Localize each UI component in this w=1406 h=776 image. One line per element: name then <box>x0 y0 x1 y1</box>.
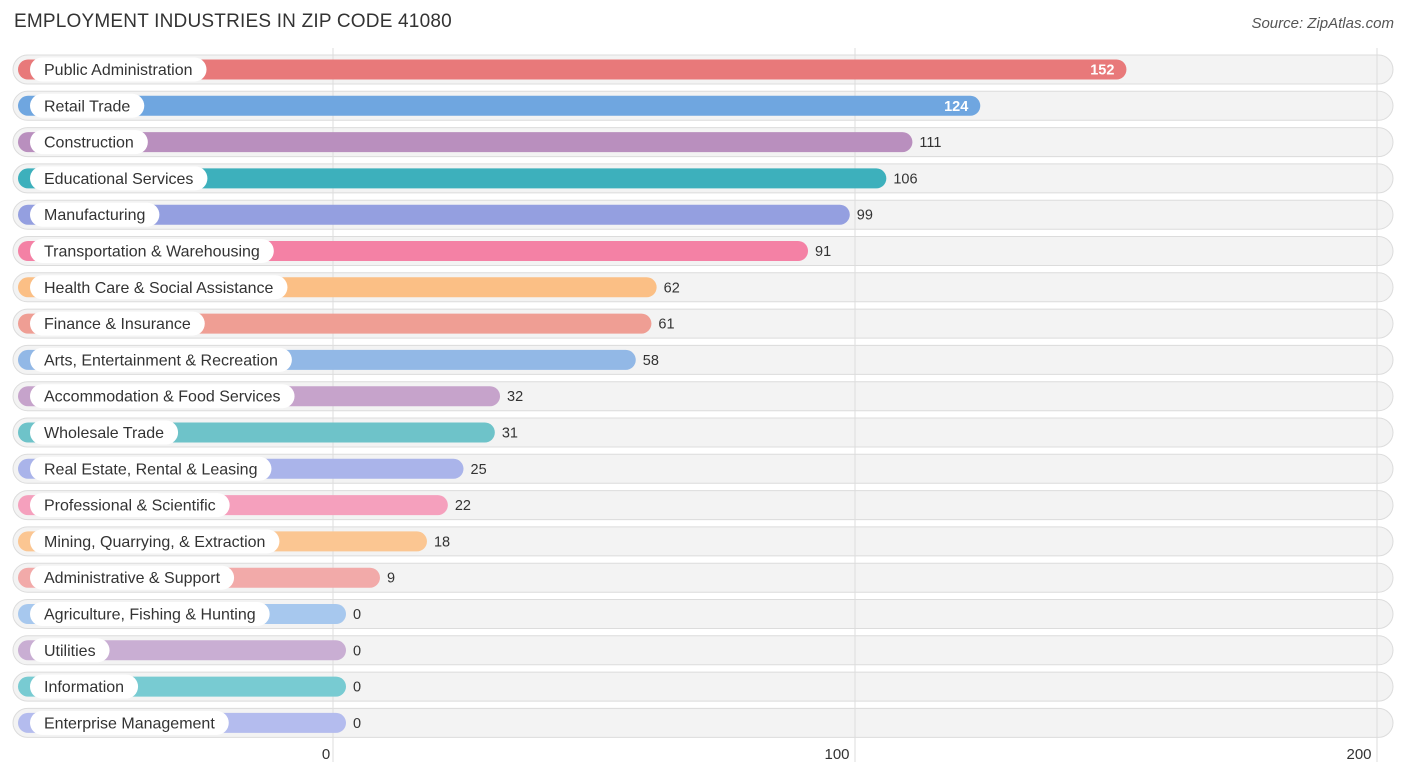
bar <box>18 59 1127 80</box>
category-label: Administrative & Support <box>44 570 221 587</box>
value-label: 18 <box>434 534 450 550</box>
category-label: Public Administration <box>44 62 193 79</box>
category-label: Manufacturing <box>44 207 145 224</box>
value-label: 152 <box>1090 63 1114 79</box>
category-label: Arts, Entertainment & Recreation <box>44 352 278 369</box>
value-label: 0 <box>353 716 361 732</box>
category-label-pill <box>30 638 110 663</box>
category-label-pill <box>30 420 179 445</box>
value-label: 32 <box>507 389 523 405</box>
x-tick-label: 200 <box>1346 746 1371 763</box>
category-label: Enterprise Management <box>44 715 215 732</box>
category-label-pill <box>30 493 230 518</box>
value-label: 22 <box>455 498 471 514</box>
row-track <box>12 671 1394 702</box>
category-label-pill <box>30 384 295 409</box>
value-label: 0 <box>353 643 361 659</box>
category-label: Information <box>44 679 124 696</box>
category-label-pill <box>30 202 160 227</box>
value-label: 31 <box>502 426 518 442</box>
category-label-pill <box>30 166 208 191</box>
row-track <box>12 635 1394 666</box>
category-label-pill <box>30 311 205 336</box>
value-label: 106 <box>893 171 917 187</box>
value-label: 124 <box>944 99 968 115</box>
value-label: 99 <box>857 208 873 224</box>
category-label-pill <box>30 239 274 263</box>
category-label: Health Care & Social Assistance <box>44 280 274 297</box>
category-label: Construction <box>44 135 134 152</box>
value-label: 0 <box>353 680 361 696</box>
category-label-pill <box>30 710 229 735</box>
chart-title: EMPLOYMENT INDUSTRIES IN ZIP CODE 41080 <box>14 11 452 32</box>
bar <box>18 168 887 189</box>
value-label: 91 <box>815 244 831 260</box>
category-label-pill <box>30 529 280 554</box>
x-tick-label: 0 <box>322 746 330 763</box>
category-label: Educational Services <box>44 171 193 188</box>
category-label: Finance & Insurance <box>44 316 191 333</box>
value-label: 25 <box>471 462 487 478</box>
value-label: 58 <box>643 353 659 369</box>
category-label: Utilities <box>44 643 96 660</box>
category-label: Wholesale Trade <box>44 425 164 442</box>
value-label: 61 <box>658 317 674 333</box>
value-label: 0 <box>353 607 361 623</box>
category-label: Agriculture, Fishing & Hunting <box>44 607 256 624</box>
category-label: Accommodation & Food Services <box>44 389 281 406</box>
chart-source: Source: ZipAtlas.com <box>1251 15 1394 32</box>
category-label-pill <box>30 275 288 300</box>
bar <box>18 95 981 116</box>
category-label: Retail Trade <box>44 98 130 115</box>
category-label-pill <box>30 456 272 481</box>
category-label: Real Estate, Rental & Leasing <box>44 461 257 478</box>
value-label: 62 <box>664 280 680 296</box>
category-label: Professional & Scientific <box>44 498 216 515</box>
category-label-pill <box>30 565 235 590</box>
category-label-pill <box>30 93 145 118</box>
category-label: Transportation & Warehousing <box>44 244 260 261</box>
row-track <box>12 599 1394 629</box>
x-tick-label: 100 <box>824 746 849 763</box>
category-label-pill <box>30 602 270 626</box>
value-label: 111 <box>919 135 941 151</box>
category-label-pill <box>30 130 148 155</box>
value-label: 9 <box>387 571 395 587</box>
category-label-pill <box>30 674 139 699</box>
bar <box>18 132 913 153</box>
bar <box>18 204 850 225</box>
row-track <box>12 707 1394 738</box>
category-label: Mining, Quarrying, & Extraction <box>44 534 265 551</box>
category-label-pill <box>30 347 292 372</box>
category-label-pill <box>30 57 207 82</box>
